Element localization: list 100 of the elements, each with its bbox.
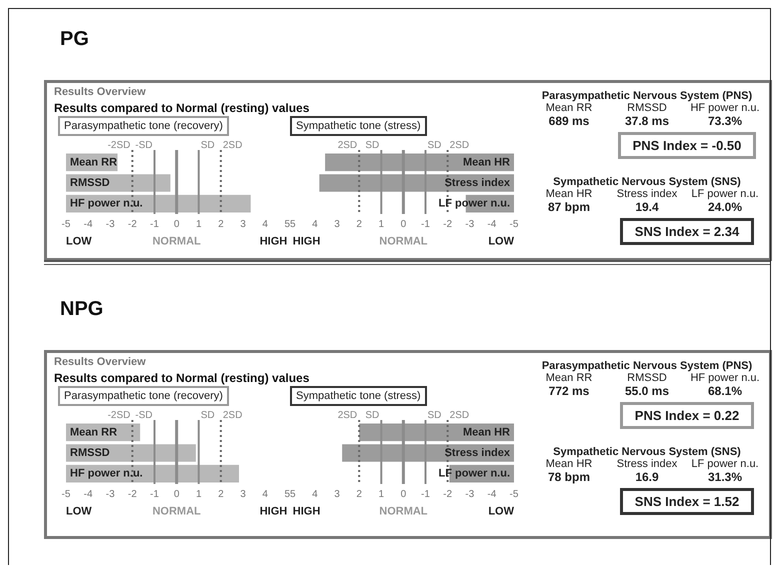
ref-line-label: -2SD bbox=[108, 410, 130, 421]
text: LOW bbox=[66, 236, 92, 248]
text: 37.8 ms bbox=[624, 114, 670, 128]
text: LOW bbox=[488, 506, 515, 518]
x-tick-label: 2 bbox=[218, 218, 224, 230]
x-tick-label: -5 bbox=[62, 488, 71, 500]
x-tick-label: 3 bbox=[334, 488, 340, 500]
y-tick-label: RMSSD bbox=[70, 177, 110, 190]
x-tick-label: 3 bbox=[240, 488, 246, 500]
x-tick-label: 4 bbox=[262, 218, 268, 230]
x-tick-label: 1 bbox=[196, 218, 202, 230]
y-tick-label: Stress index bbox=[444, 177, 511, 190]
x-tick-label: 1 bbox=[378, 218, 384, 230]
x-tick-label: 0 bbox=[400, 488, 407, 500]
text: HIGH bbox=[292, 506, 320, 518]
x-tick-label: -2 bbox=[128, 488, 138, 500]
x-tick-label: 2 bbox=[356, 488, 362, 500]
text: PNS Index = 0.22 bbox=[620, 402, 754, 429]
text: NPG bbox=[60, 298, 104, 321]
ref-line-label: SD bbox=[200, 410, 215, 421]
x-tick-label: -5 bbox=[62, 218, 71, 230]
ref-line-label: -SD bbox=[135, 140, 152, 151]
chart-title: Parasympathetic tone (recovery) bbox=[58, 386, 229, 406]
x-tick-label: -1 bbox=[421, 488, 430, 500]
y-tick-label: Mean RR bbox=[70, 426, 118, 438]
x-tick-label: -1 bbox=[150, 218, 160, 230]
text: 772 ms bbox=[548, 384, 590, 398]
x-tick-label: 2 bbox=[218, 488, 224, 500]
ref-line-label: SD bbox=[365, 140, 380, 151]
x-tick-label: -2 bbox=[443, 218, 453, 230]
text: Parasympathetic Nervous System (PNS) bbox=[540, 360, 754, 372]
text: 24.0% bbox=[708, 200, 742, 214]
category-label: RMSSD bbox=[626, 372, 668, 384]
text: LOW bbox=[488, 236, 515, 248]
ref-line-label: 2SD bbox=[222, 140, 242, 151]
x-tick-label: -3 bbox=[465, 218, 475, 230]
text: HIGH bbox=[260, 506, 288, 518]
category-label: Mean RR bbox=[544, 372, 594, 384]
x-tick-label: 2 bbox=[356, 218, 362, 230]
x-tick-label: -2 bbox=[443, 488, 453, 500]
x-tick-label: 0 bbox=[174, 218, 180, 230]
ref-line-label: -2SD bbox=[108, 140, 130, 151]
x-tick-label: 5 bbox=[284, 218, 290, 230]
category-label: Stress index bbox=[616, 188, 678, 200]
text: 55.0 ms bbox=[624, 384, 670, 398]
ref-line-label: -SD bbox=[135, 410, 152, 421]
category-label: RMSSD bbox=[626, 102, 668, 114]
category-label: Mean RR bbox=[544, 102, 594, 114]
x-tick-label: 4 bbox=[262, 488, 268, 500]
y-tick-label: Mean HR bbox=[462, 426, 510, 438]
ref-line-label: SD bbox=[428, 140, 442, 151]
x-tick-label: 3 bbox=[240, 218, 246, 230]
text: SNS Index = 2.34 bbox=[620, 218, 754, 245]
category-label: LF power n.u. bbox=[690, 458, 760, 470]
text: NORMAL bbox=[152, 236, 202, 248]
text: SNS Index = 1.52 bbox=[620, 488, 754, 515]
text: Results Overview bbox=[54, 356, 146, 368]
ref-line-label: 2SD bbox=[450, 140, 470, 151]
text: Results compared to Normal (resting) values bbox=[54, 101, 310, 115]
ref-line-label: 2SD bbox=[338, 140, 358, 151]
chart-title: Parasympathetic tone (recovery) bbox=[58, 116, 229, 136]
x-tick-label: -4 bbox=[487, 218, 497, 230]
chart-title: Sympathetic tone (stress) bbox=[290, 116, 427, 136]
x-tick-label: 5 bbox=[290, 218, 296, 230]
y-tick-label: HF power n.u. bbox=[70, 198, 143, 210]
x-tick-label: -5 bbox=[510, 218, 519, 230]
text: Results Overview bbox=[54, 86, 146, 98]
category-label: HF power n.u. bbox=[689, 102, 761, 114]
text: 68.1% bbox=[708, 384, 742, 398]
text: HIGH bbox=[292, 236, 320, 248]
text: HIGH bbox=[260, 236, 288, 248]
text: PG bbox=[60, 28, 89, 51]
y-tick-label: Mean RR bbox=[70, 156, 118, 168]
x-tick-label: -4 bbox=[84, 218, 93, 230]
category-label: Mean HR bbox=[544, 458, 594, 470]
x-tick-label: -5 bbox=[510, 488, 519, 500]
x-tick-label: -3 bbox=[106, 218, 116, 230]
text: Results compared to Normal (resting) values bbox=[54, 371, 310, 385]
category-label: Stress index bbox=[616, 458, 678, 470]
text: 78 bpm bbox=[548, 470, 590, 484]
ref-line-label: 2SD bbox=[450, 410, 470, 421]
ref-line-label: SD bbox=[200, 140, 215, 151]
y-tick-label: Mean HR bbox=[462, 156, 510, 168]
x-tick-label: -4 bbox=[84, 488, 93, 500]
text: PNS Index = -0.50 bbox=[618, 132, 756, 159]
text: 689 ms bbox=[548, 114, 590, 128]
x-tick-label: 5 bbox=[284, 488, 290, 500]
x-tick-label: 1 bbox=[378, 488, 384, 500]
x-tick-label: -4 bbox=[487, 488, 497, 500]
x-tick-label: -1 bbox=[150, 488, 160, 500]
text: NORMAL bbox=[379, 506, 428, 518]
text: 73.3% bbox=[708, 114, 742, 128]
category-label: Mean HR bbox=[544, 188, 594, 200]
x-tick-label: -2 bbox=[128, 218, 138, 230]
text: NORMAL bbox=[379, 236, 428, 248]
y-tick-label: Stress index bbox=[444, 447, 511, 460]
ref-line-label: 2SD bbox=[338, 410, 358, 421]
text: Parasympathetic Nervous System (PNS) bbox=[540, 90, 754, 102]
y-tick-label: LF power n.u. bbox=[438, 468, 510, 480]
x-tick-label: 0 bbox=[400, 218, 407, 230]
